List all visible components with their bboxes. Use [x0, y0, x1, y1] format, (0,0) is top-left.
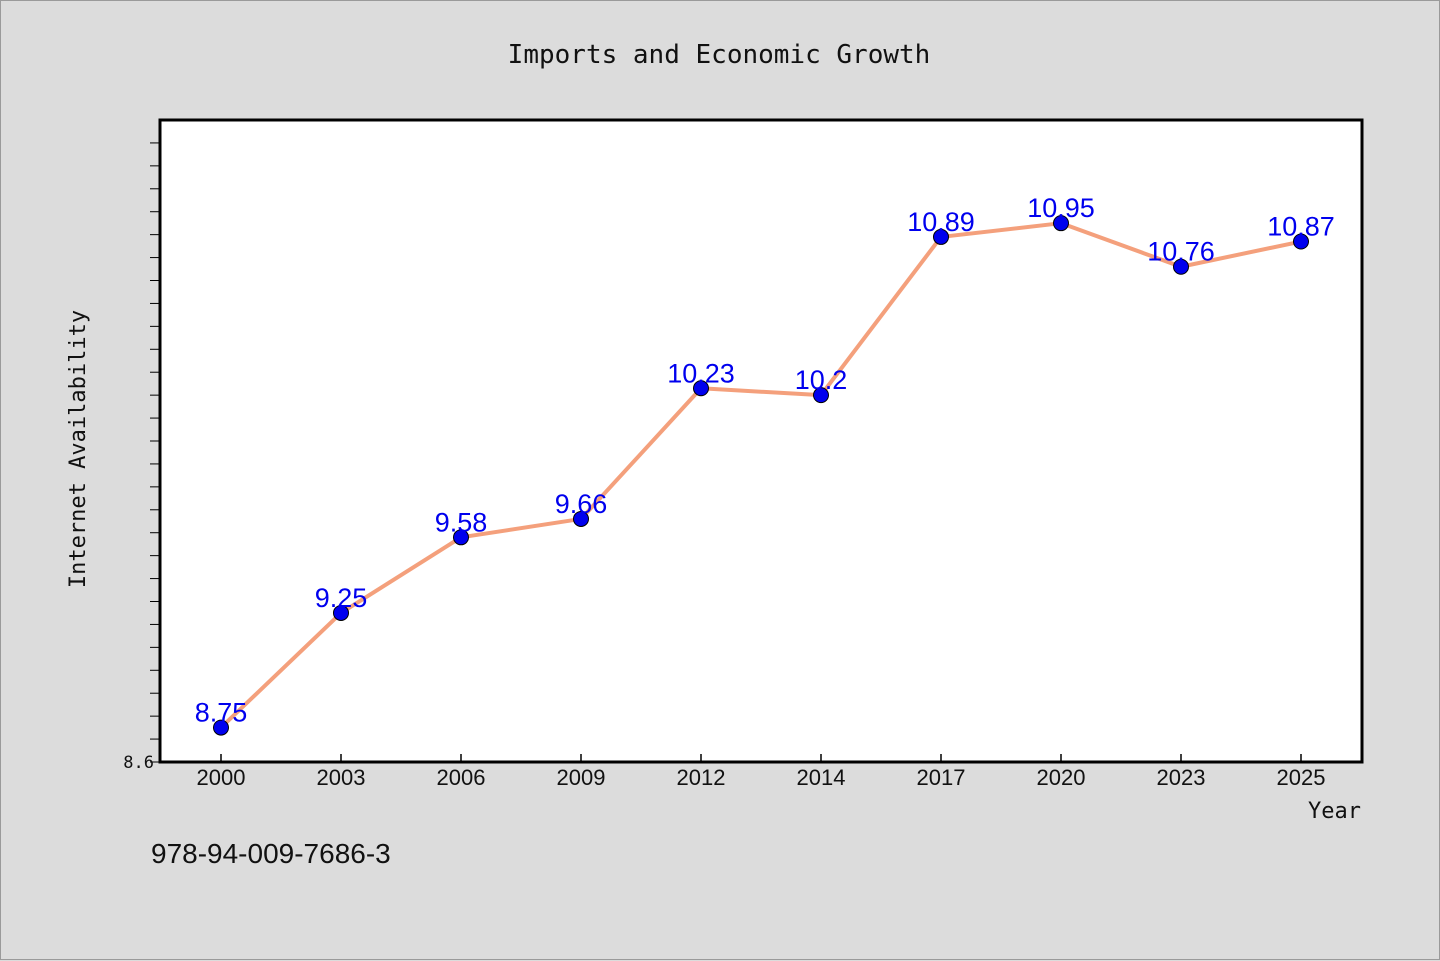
- data-point: [1053, 215, 1069, 232]
- x-tick-label: 2006: [437, 765, 486, 790]
- chart-title: Imports and Economic Growth: [508, 40, 931, 70]
- data-point: [813, 387, 829, 404]
- data-label: 10.76: [1147, 237, 1215, 267]
- data-point: [453, 529, 469, 546]
- data-point: [693, 380, 709, 397]
- data-label: 10.89: [907, 207, 975, 237]
- series-line-group: [219, 221, 1302, 730]
- x-tick-label: 2020: [1037, 765, 1086, 790]
- data-label: 10.23: [667, 358, 735, 388]
- x-tick-label: 2025: [1277, 765, 1326, 790]
- series-line: [219, 221, 1302, 730]
- data-label: 9.66: [555, 489, 608, 519]
- data-point: [333, 604, 349, 621]
- data-label: 9.25: [315, 583, 368, 613]
- x-tick-label: 2017: [917, 765, 966, 790]
- data-labels: 8.75 9.25 9.58 9.66 10.23 10.2 10.89 10.95 10.76…: [195, 193, 1335, 727]
- data-point: [213, 719, 229, 736]
- x-tick-label: 2003: [317, 765, 366, 790]
- data-points: [213, 215, 1309, 736]
- y-axis-label: Internet Availability: [66, 310, 91, 588]
- x-tick-label: 2014: [797, 765, 846, 790]
- data-point: [1293, 233, 1309, 250]
- x-tick-label: 2012: [677, 765, 726, 790]
- y-tick-label: 8.6: [123, 753, 154, 773]
- data-label: 10.2: [795, 365, 848, 395]
- data-label: 10.95: [1027, 193, 1095, 223]
- data-label: 10.87: [1267, 212, 1335, 242]
- footer-code: 978-94-009-7686-3: [151, 838, 391, 869]
- y-axis-ticks: 8.6: [123, 142, 160, 773]
- data-point: [933, 228, 949, 245]
- data-label: 8.75: [195, 698, 248, 728]
- x-axis-label: Year: [1308, 799, 1361, 824]
- data-label: 9.58: [435, 507, 488, 537]
- x-tick-label: 2023: [1157, 765, 1206, 790]
- x-tick-label: 2000: [197, 765, 246, 790]
- data-point: [1173, 258, 1189, 275]
- x-tick-label: 2009: [557, 765, 606, 790]
- x-axis-ticks: 2000 2003 2006 2009 2012 2014 2017 2020 2023 2025: [197, 754, 1326, 790]
- plot-area: [158, 118, 1364, 764]
- data-point: [573, 510, 589, 527]
